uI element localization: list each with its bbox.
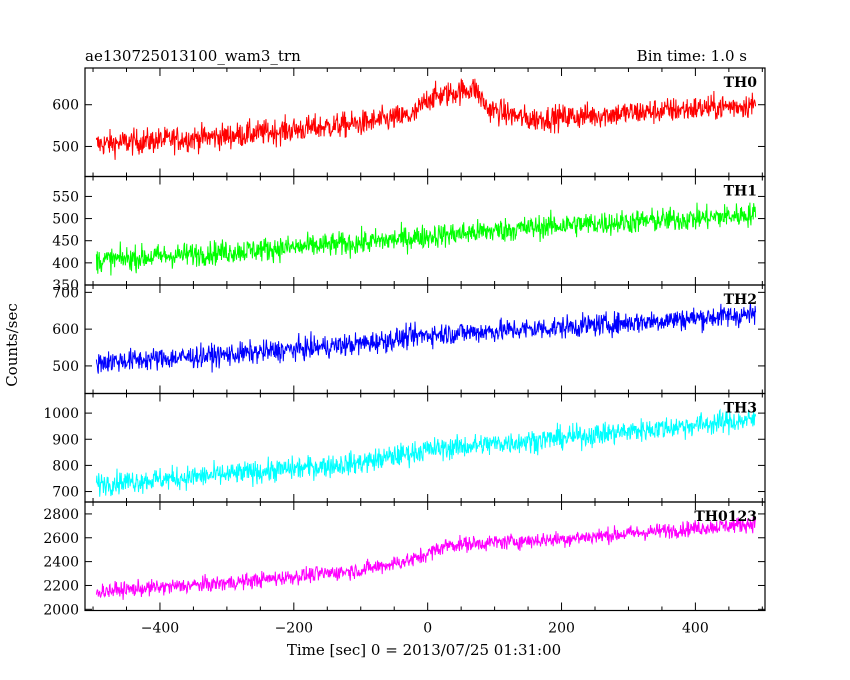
panel-label-th0: TH0	[724, 75, 758, 91]
x-tick-label: 400	[682, 621, 709, 637]
panel-frame	[84, 501, 766, 612]
panel-frame	[84, 67, 766, 178]
y-tick-label: 2600	[43, 531, 79, 547]
panels-group: 500 600 TH0 350 400 450 500 550 TH1 500 600 700 TH2 7…	[43, 67, 766, 618]
y-tick-label: 350	[52, 278, 79, 294]
bin-time-label: Bin time: 1.0 s	[637, 47, 747, 65]
series-line-th0	[95, 78, 757, 160]
x-tick-label: 200	[548, 621, 575, 637]
y-tick-label: 400	[52, 256, 79, 272]
series-line-th0123	[95, 517, 757, 600]
x-tick-label: 0	[423, 621, 432, 637]
series-line-th1	[95, 202, 757, 276]
panel-th0: 500 600 TH0	[52, 67, 766, 178]
y-axis-label: Counts/sec	[3, 303, 21, 387]
y-tick-label: 700	[52, 485, 79, 501]
chart-title: ae130725013100_wam3_trn	[85, 47, 301, 65]
y-tick-label: 2200	[43, 578, 79, 594]
panel-label-th0123: TH0123	[694, 509, 757, 525]
y-tick-label: 600	[52, 322, 79, 338]
y-tick-label: 600	[52, 98, 79, 114]
y-tick-label: 700	[52, 285, 79, 301]
y-tick-label: 500	[52, 212, 79, 228]
panel-th2: 500 600 700 TH2	[52, 284, 766, 395]
y-tick-label: 550	[52, 189, 79, 205]
panel-label-th3: TH3	[724, 401, 757, 417]
y-tick-label: 2000	[43, 602, 79, 618]
panel-frame	[84, 284, 766, 395]
series-line-th2	[95, 302, 757, 374]
panel-th1: 350 400 450 500 550 TH1	[52, 175, 766, 294]
y-tick-label: 500	[52, 359, 79, 375]
y-tick-label: 2800	[43, 507, 79, 523]
x-axis: −400 −200 0 200 400	[141, 621, 709, 637]
panel-th3: 700 800 900 1000 TH3	[43, 392, 766, 503]
y-tick-label: 500	[52, 139, 79, 155]
panel-label-th1: TH1	[724, 184, 757, 200]
y-tick-label: 900	[52, 432, 79, 448]
y-tick-label: 1000	[43, 406, 79, 422]
y-tick-label: 800	[52, 458, 79, 474]
x-axis-label: Time [sec] 0 = 2013/07/25 01:31:00	[287, 641, 561, 659]
x-tick-label: −400	[141, 621, 179, 637]
panel-label-th2: TH2	[724, 292, 757, 308]
panel-th0123: 2000 2200 2400 2600 2800 TH0123	[43, 501, 766, 618]
y-tick-label: 450	[52, 234, 79, 250]
y-tick-label: 2400	[43, 555, 79, 571]
series-line-th3	[95, 408, 757, 497]
x-tick-label: −200	[275, 621, 313, 637]
